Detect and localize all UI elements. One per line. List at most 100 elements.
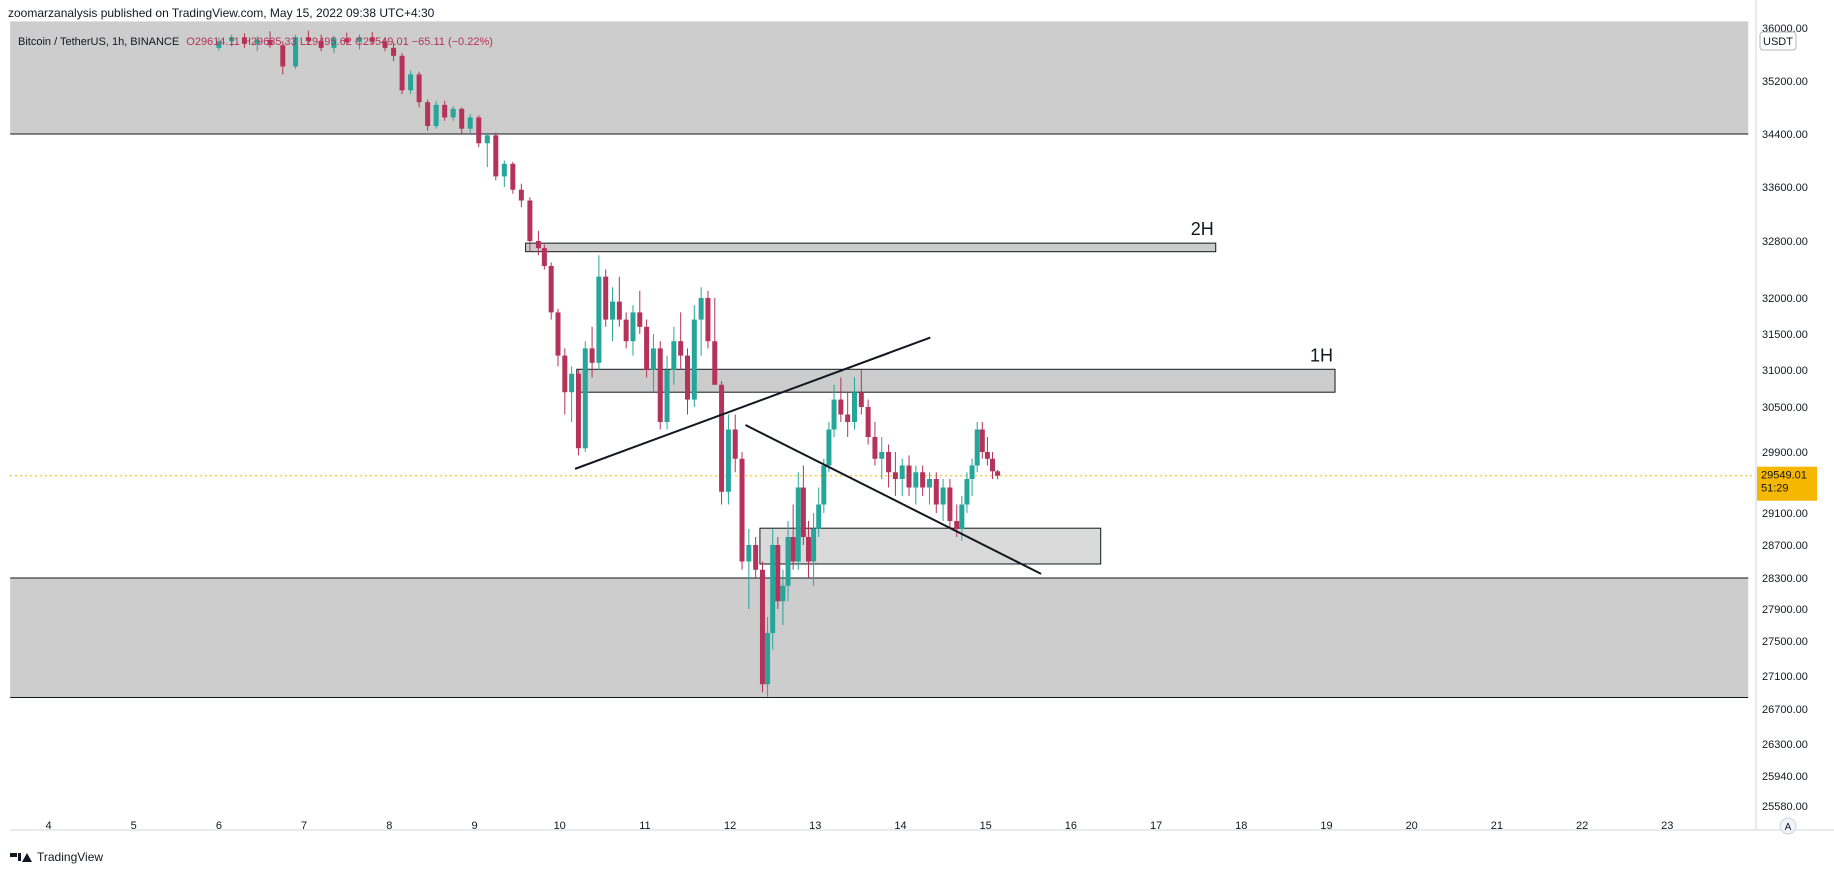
candle-body [555,312,561,356]
candle-body [369,37,375,42]
candle-body [678,341,684,356]
auto-scale-button[interactable]: A [1779,817,1797,835]
candle-body [811,529,817,562]
candle-body [886,452,892,473]
candle-body [899,465,905,479]
candle-body [770,545,776,633]
candle-body [795,487,801,562]
candle-body [459,108,465,129]
candle-body [969,465,975,479]
candle-body [433,104,439,127]
x-tick-label: 21 [1491,820,1503,832]
price-badge: 29549.01 51:29 [1757,466,1817,501]
candle-body [501,163,507,177]
candle-body [940,487,946,505]
y-tick-label: 27500.00 [1762,636,1808,648]
zone-0 [10,21,1749,134]
candle-body [493,135,499,177]
candle-body [450,108,456,118]
candle-body [280,45,286,67]
candle-body [805,537,811,562]
x-tick-label: 13 [809,820,821,832]
candle-body [780,585,786,602]
x-tick-label: 11 [639,820,650,832]
y-tick-label: 25580.00 [1762,801,1808,813]
candle-body [318,41,324,48]
candle-body [705,298,711,342]
x-tick-label: 15 [980,820,992,832]
y-tick-label: 32000.00 [1762,293,1808,305]
x-tick-label: 16 [1065,820,1077,832]
footer-brand[interactable]: TradingView [37,850,104,864]
candle-body [719,384,725,492]
x-tick-label: 7 [301,820,307,832]
candle-body [254,39,260,44]
candle-body [933,479,939,505]
candle-body [616,301,622,320]
candle-body [800,487,806,537]
y-tick-label: 35200.00 [1762,76,1808,88]
candle-body [790,537,796,562]
currency-badge[interactable]: USDT [1759,31,1797,51]
candle-body [657,348,663,422]
zone-label-2H: 2H [1191,219,1214,239]
candle-body [425,102,431,127]
candle-body [712,341,718,385]
x-tick-label: 19 [1320,820,1332,832]
x-tick-label: 22 [1576,820,1588,832]
candle-body [920,472,926,488]
candle-body [484,135,490,144]
x-tick-label: 23 [1661,820,1673,832]
candle-body [821,465,827,505]
candle-body [851,392,857,422]
candle-body [575,373,581,449]
candle-body [267,39,273,46]
candle-body [569,373,575,393]
x-tick-label: 6 [216,820,222,832]
candle-body [698,298,704,320]
candle-body [858,392,864,407]
candle-body [954,521,960,529]
x-tick-label: 5 [131,820,137,832]
candle-body [739,458,745,562]
candle-body [644,326,650,370]
y-tick-label: 33600.00 [1762,182,1808,194]
y-tick-label: 28700.00 [1762,540,1808,552]
currency-label: USDT [1763,36,1793,48]
candle-body [416,74,422,103]
y-tick-label: 29900.00 [1762,447,1808,459]
candles-layer [216,30,1001,697]
candle-body [906,465,912,488]
candle-body [582,348,588,449]
candle-body [816,504,822,529]
candle-body [979,429,985,452]
x-tick-label: 20 [1406,820,1418,832]
y-tick-label: 32800.00 [1762,236,1808,248]
candle-body [476,117,482,144]
y-tick-label: 28300.00 [1762,573,1808,585]
candle-body [596,276,602,363]
candle-body [229,37,235,42]
x-tick-label: 9 [471,820,477,832]
candle-body [650,348,656,370]
y-tick-label: 30500.00 [1762,402,1808,414]
published-caption: zoomarzanalysis published on TradingView… [8,6,435,20]
price-axis[interactable]: 35200.00 34400.00 33600.00 32800.00 32000.00… [1762,23,1808,813]
trendlines-layer [574,336,1042,575]
candle-body [391,47,397,56]
candle-body [331,38,337,48]
x-tick-label: 8 [386,820,392,832]
candle-body [610,301,616,320]
legend: Bitcoin / TetherUS, 1h, BINANCE O29614.1… [18,36,493,48]
y-tick-label: 31500.00 [1762,329,1808,341]
y-tick-label: 34400.00 [1762,129,1808,141]
candle-body [541,248,547,266]
candle-body [892,472,898,479]
candle-body [990,458,996,472]
x-tick-label: 10 [554,820,566,832]
candle-body [826,429,832,466]
time-axis[interactable]: 4 5 6 7 8 9 10 11 12 13 14 15 16 17 18 19 20 21 22 23 [45,820,1673,832]
candle-body [838,399,844,415]
zone-1 [10,578,1749,698]
